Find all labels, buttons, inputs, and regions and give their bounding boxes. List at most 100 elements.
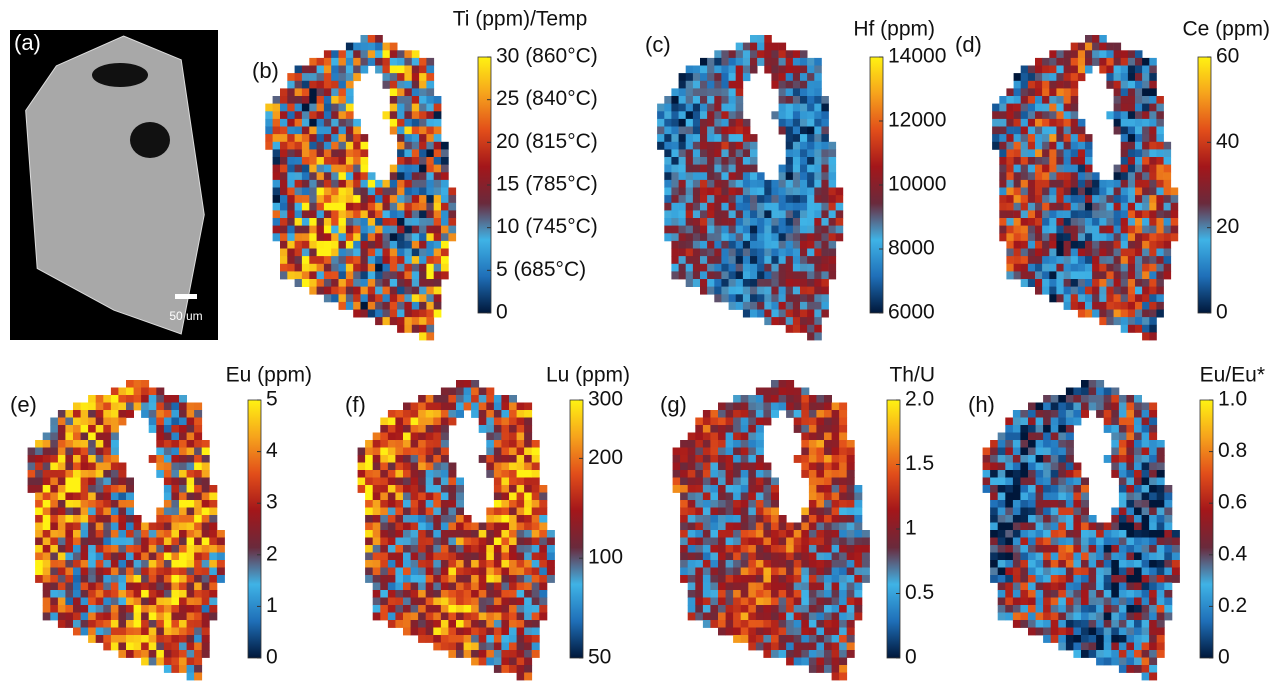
map-pixel [1028, 403, 1036, 411]
map-pixel [81, 433, 89, 441]
map-pixel [412, 66, 420, 74]
map-pixel [187, 508, 195, 516]
map-pixel [1092, 249, 1100, 257]
map-pixel [1006, 149, 1014, 157]
map-pixel [1142, 218, 1150, 226]
map-pixel [433, 485, 441, 493]
map-pixel [1020, 590, 1028, 598]
map-pixel [814, 317, 822, 325]
map-pixel [81, 598, 89, 606]
map-pixel [58, 418, 66, 426]
map-pixel [786, 538, 794, 546]
map-pixel [786, 142, 794, 150]
map-pixel [1142, 287, 1150, 295]
map-pixel [164, 500, 172, 508]
map-pixel [141, 598, 149, 606]
map-pixel [771, 111, 779, 119]
map-pixel [801, 598, 809, 606]
map-pixel [990, 485, 998, 493]
map-pixel [331, 203, 339, 211]
map-pixel [1028, 81, 1036, 89]
map-pixel [464, 395, 472, 403]
map-pixel [1051, 530, 1059, 538]
map-pixel [1164, 157, 1172, 165]
map-pixel [202, 523, 210, 531]
map-pixel [1066, 440, 1074, 448]
map-pixel [1114, 294, 1122, 302]
map-pixel [111, 395, 119, 403]
map-pixel [194, 665, 202, 673]
map-pixel [714, 66, 722, 74]
map-pixel [111, 448, 119, 456]
map-pixel [1121, 210, 1129, 218]
map-pixel [679, 127, 687, 135]
map-pixel [353, 226, 361, 234]
map-pixel [1164, 218, 1172, 226]
map-pixel [383, 195, 391, 203]
map-pixel [426, 264, 434, 272]
map-pixel [733, 560, 741, 568]
map-pixel [1035, 111, 1043, 119]
map-pixel [1149, 66, 1157, 74]
map-pixel [209, 523, 217, 531]
map-pixel [707, 119, 715, 127]
map-pixel [179, 395, 187, 403]
map-pixel [479, 553, 487, 561]
map-pixel [346, 279, 354, 287]
map-pixel [1099, 58, 1107, 66]
map-pixel [88, 598, 96, 606]
map-pixel [998, 575, 1006, 583]
map-pixel [380, 508, 388, 516]
map-pixel [494, 620, 502, 628]
map-pixel [793, 271, 801, 279]
map-pixel [693, 104, 701, 112]
map-pixel [736, 302, 744, 310]
map-pixel [726, 553, 734, 561]
map-pixel [814, 157, 822, 165]
map-pixel [1128, 203, 1136, 211]
map-pixel [1073, 388, 1081, 396]
map-pixel [426, 583, 434, 591]
map-pixel [1078, 142, 1086, 150]
map-pixel [657, 134, 665, 142]
map-pixel [494, 560, 502, 568]
map-pixel [532, 500, 540, 508]
map-pixel [1021, 271, 1028, 279]
map-pixel [448, 508, 456, 516]
map-pixel [814, 104, 822, 112]
map-pixel [1096, 395, 1104, 403]
map-pixel [280, 142, 288, 150]
map-pixel [1013, 605, 1021, 613]
map-pixel [479, 583, 487, 591]
map-pixel [441, 493, 449, 501]
panel-title: Th/U [889, 364, 935, 387]
map-pixel [202, 590, 210, 598]
map-pixel [96, 515, 104, 523]
map-pixel [1035, 180, 1043, 188]
map-pixel [118, 388, 126, 396]
map-pixel [118, 553, 126, 561]
map-pixel [1028, 613, 1036, 621]
map-pixel [403, 575, 411, 583]
map-pixel [1014, 241, 1022, 249]
map-pixel [1036, 590, 1044, 598]
map-pixel [1096, 410, 1104, 418]
map-pixel [517, 650, 525, 658]
map-pixel [718, 620, 726, 628]
map-pixel [433, 493, 441, 501]
map-pixel [1149, 96, 1157, 104]
map-pixel [324, 172, 332, 180]
map-pixel [1028, 119, 1036, 127]
map-pixel [726, 568, 734, 576]
map-pixel [346, 73, 354, 81]
map-pixel [657, 142, 665, 150]
map-pixel [1128, 310, 1136, 318]
map-pixel [1156, 165, 1164, 173]
map-pixel [331, 127, 339, 135]
map-pixel [686, 271, 694, 279]
map-pixel [999, 180, 1007, 188]
map-pixel [839, 493, 847, 501]
map-pixel [426, 165, 434, 173]
map-pixel [456, 613, 464, 621]
map-pixel [839, 523, 847, 531]
